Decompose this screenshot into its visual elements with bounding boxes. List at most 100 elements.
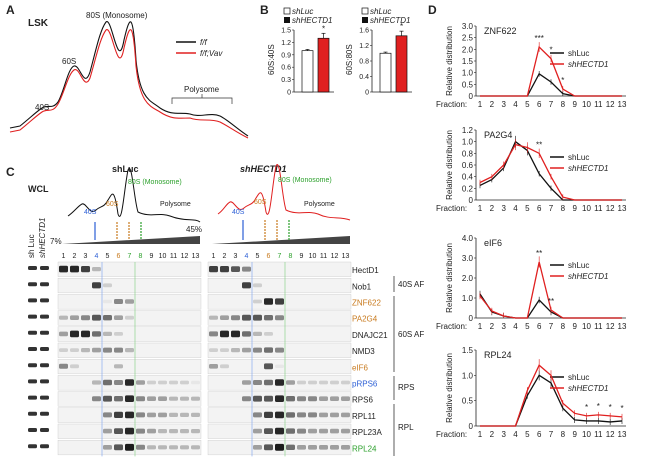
blot-fraction-label: 3 bbox=[84, 253, 88, 260]
blot-band bbox=[147, 412, 156, 418]
western-blots bbox=[28, 261, 352, 457]
protein-label-eif6: eIF6 bbox=[352, 363, 369, 372]
d-xtick-label: 12 bbox=[606, 100, 615, 109]
blot-band bbox=[308, 428, 317, 434]
d-sig-label: * bbox=[620, 404, 623, 413]
d-xtick-label: 8 bbox=[561, 430, 566, 439]
blot-fraction-label: 6 bbox=[117, 253, 121, 260]
blot-strip bbox=[207, 261, 352, 277]
wcl-band bbox=[40, 363, 49, 368]
d-xtick-label: 2 bbox=[490, 322, 495, 331]
d-tick-label: 3.0 bbox=[462, 254, 474, 263]
wcl-band bbox=[40, 266, 49, 270]
blot-band bbox=[136, 428, 145, 434]
d-xtick-label: 13 bbox=[618, 204, 627, 213]
group-40s-af: 40S AF bbox=[398, 280, 424, 289]
blot-band bbox=[92, 314, 101, 321]
d-tick-label: 1.5 bbox=[462, 346, 474, 355]
wcl-band bbox=[28, 266, 37, 270]
blot-fraction-label: 10 bbox=[309, 253, 317, 260]
blot-band bbox=[242, 347, 251, 353]
blot-band bbox=[103, 315, 112, 321]
b-sig: * bbox=[400, 22, 403, 31]
d-xtick-label: 1 bbox=[478, 430, 483, 439]
d-tick-label: 1.0 bbox=[462, 371, 474, 380]
panel-a-tag: LSK bbox=[28, 18, 49, 29]
blot-band bbox=[103, 283, 112, 288]
d-sig-label: * bbox=[585, 403, 588, 412]
blot-band bbox=[191, 429, 200, 434]
blot-band bbox=[275, 364, 284, 368]
blot-band bbox=[92, 380, 101, 385]
blot-band bbox=[103, 395, 112, 402]
blot-band bbox=[103, 445, 112, 450]
c-profile-hectd1-line bbox=[217, 163, 351, 221]
d-xtick-label: 13 bbox=[618, 322, 627, 331]
d-legend-label: shHECTD1 bbox=[568, 164, 608, 173]
b-tick-label: 0.4 bbox=[359, 74, 369, 81]
blot-fraction-label: 1 bbox=[212, 253, 216, 260]
b2-legend-luc: shLuc bbox=[370, 7, 391, 16]
d-xprefix: Fraction: bbox=[436, 322, 467, 331]
d-tick-label: 3.0 bbox=[462, 22, 474, 31]
d-xtick-label: 8 bbox=[561, 322, 566, 331]
d-xtick-label: 6 bbox=[537, 100, 542, 109]
blot-band bbox=[59, 265, 68, 273]
b-tick-label: 0.8 bbox=[359, 59, 369, 66]
blot-band bbox=[125, 315, 134, 320]
b-ylabel: 60S:40S bbox=[267, 44, 276, 75]
blot-band bbox=[92, 282, 101, 289]
protein-label-rpl23a: RPL23A bbox=[352, 428, 382, 437]
blot-band bbox=[180, 445, 189, 450]
blot-band bbox=[169, 380, 178, 385]
blot-fraction-label: 10 bbox=[159, 253, 167, 260]
blot-band bbox=[114, 444, 123, 451]
d-xtick-label: 2 bbox=[490, 430, 495, 439]
blot-band bbox=[114, 332, 123, 336]
blot-band bbox=[114, 347, 123, 353]
blot-band bbox=[264, 444, 273, 451]
d-ylabel: Relative distribution bbox=[445, 26, 454, 96]
wcl-band bbox=[28, 314, 37, 319]
panel-d-letter: D bbox=[428, 3, 437, 17]
b-tick-label: 0.9 bbox=[281, 52, 291, 59]
c-hectd1-40s: 40S bbox=[232, 209, 245, 216]
c-luc-poly: Polysome bbox=[160, 201, 191, 208]
blot-band bbox=[264, 428, 273, 434]
fraction-arrows bbox=[94, 220, 290, 240]
blot-band bbox=[70, 315, 79, 320]
blot-band bbox=[220, 330, 229, 338]
blot-fraction-label: 7 bbox=[278, 253, 282, 260]
blot-band bbox=[242, 282, 251, 289]
d-xtick-label: 3 bbox=[501, 322, 506, 331]
blot-band bbox=[297, 380, 306, 385]
blot-band bbox=[275, 411, 284, 419]
blot-band bbox=[114, 411, 123, 418]
blot-band bbox=[59, 363, 68, 369]
blot-fraction-label: 5 bbox=[106, 253, 110, 260]
blot-band bbox=[81, 315, 90, 321]
blot-band bbox=[59, 348, 68, 352]
blot-band bbox=[70, 265, 79, 273]
blot-band bbox=[220, 266, 229, 273]
blot-band bbox=[191, 445, 200, 450]
blot-band bbox=[136, 412, 145, 418]
protein-label-pa2g4: PA2G4 bbox=[352, 315, 378, 324]
blot-band bbox=[341, 428, 350, 434]
wcl-band bbox=[28, 411, 37, 416]
blot-band bbox=[103, 299, 112, 304]
d-legend-label: shHECTD1 bbox=[568, 60, 608, 69]
gradient-wedge-right bbox=[212, 236, 350, 244]
blot-strip bbox=[207, 278, 352, 294]
blot-fraction-label: 12 bbox=[181, 253, 189, 260]
blot-band bbox=[231, 266, 240, 272]
d-xtick-label: 12 bbox=[606, 322, 615, 331]
blot-band bbox=[114, 380, 123, 385]
b1-legend-hectd1: shHECTD1 bbox=[292, 16, 332, 25]
b1-legend-luc: shLuc bbox=[292, 7, 313, 16]
profile-vav-line bbox=[9, 29, 249, 139]
blot-band bbox=[308, 412, 317, 418]
wcl-band bbox=[40, 282, 49, 287]
protein-label-znf622: ZNF622 bbox=[352, 299, 381, 308]
